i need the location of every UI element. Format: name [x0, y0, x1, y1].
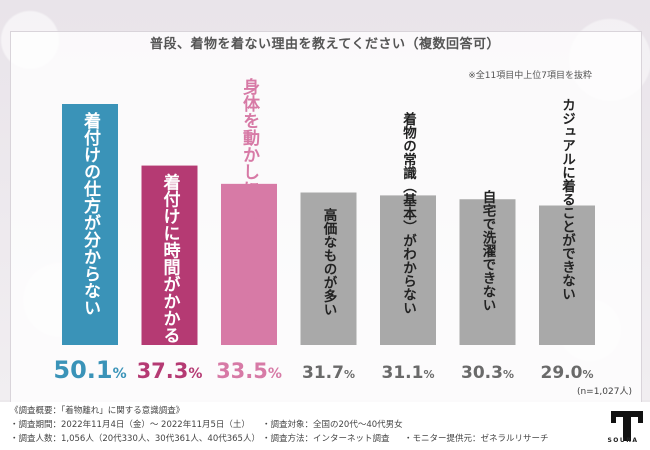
bar-3: [221, 183, 277, 345]
bar-2: [141, 165, 198, 345]
survey-footer: 《調査概要：「着物離れ」に関する意識調査》 ・調査期間：2022年11月4日（金…: [0, 402, 650, 450]
chart-title: 普段、着物を着ない理由を教えてください（複数回答可）: [150, 37, 500, 52]
bar-6: [459, 199, 516, 345]
value-label-6: 30.3%: [461, 363, 514, 383]
category-label-2: 着付けに時間がかかる: [160, 173, 182, 344]
bar-5: [380, 195, 436, 345]
value-label-7: 29.0%: [541, 363, 594, 383]
category-label-7: カジュアルに着ることができない: [559, 98, 577, 301]
footer-provider: ・モニター提供元：ゼネラルリサーチ: [404, 434, 549, 444]
bar-4: [300, 192, 357, 345]
value-label-3: 33.5%: [216, 359, 282, 383]
category-label-5: 着物の常識（基本）がわからない: [400, 111, 418, 315]
footer-heading: 《調査概要：「着物離れ」に関する意識調査》: [10, 406, 185, 416]
footer-period: ・調査期間：2022年11月4日（金）〜 2022年11月5日（土）: [10, 420, 250, 430]
footer-count: ・調査人数：1,056人（20代330人、30代361人、40代365人）: [10, 434, 260, 444]
footer-target: ・調査対象：全国の20代〜40代男女: [262, 420, 403, 430]
category-label-3: 身体を動かしにくい・歩きにくい: [239, 77, 260, 333]
bar-1: [62, 104, 118, 345]
value-label-4: 31.7%: [302, 363, 355, 383]
footer-method: ・調査方法：インターネット調査: [262, 434, 390, 444]
category-label-4: 高価なものが多い: [321, 207, 339, 316]
bar-chart: 着付けの仕方が分からない 50.1% 着付けに時間がかかる 37.3% 身体を動かしにく…: [53, 77, 632, 397]
value-label-5: 31.1%: [382, 363, 435, 383]
value-label-2: 37.3%: [137, 359, 203, 383]
soura-logo-icon: [611, 411, 643, 441]
category-label-1: 着付けの仕方が分からない: [80, 111, 102, 316]
category-label-6: 自宅で洗濯できない: [480, 189, 497, 312]
chart-note: ※全11項目中上位7項目を抜粋: [468, 71, 592, 81]
bar-7: [539, 205, 595, 345]
logo-text: SOURA: [607, 437, 639, 444]
value-label-1: 50.1%: [53, 356, 126, 384]
sample-size: (n=1,027人): [577, 386, 632, 397]
